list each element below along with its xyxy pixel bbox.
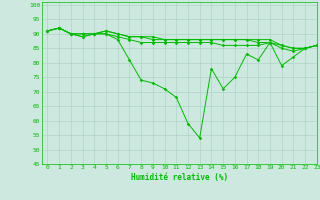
X-axis label: Humidité relative (%): Humidité relative (%) <box>131 173 228 182</box>
